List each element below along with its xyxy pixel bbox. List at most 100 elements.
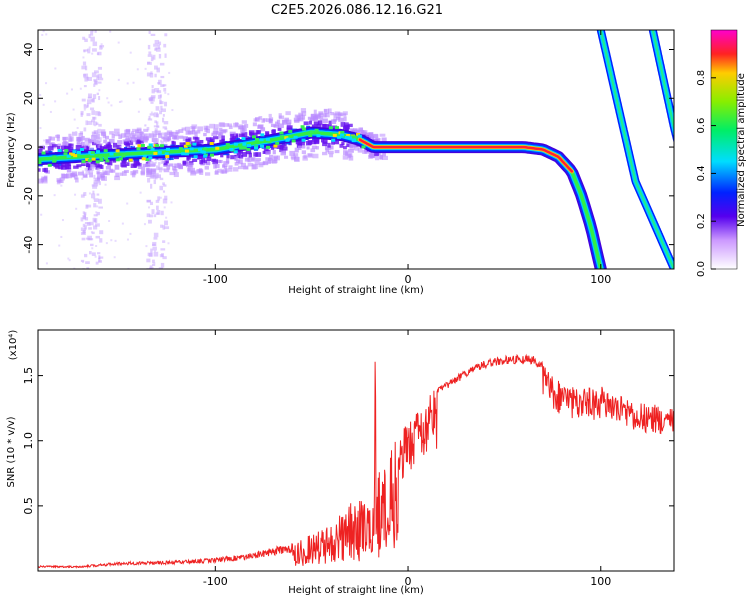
spectrogram-noise-cell xyxy=(301,142,305,146)
spectrogram-noise-cell xyxy=(273,124,280,128)
spectrogram-noise-column-cell xyxy=(151,209,155,215)
spectrogram-noise-cell xyxy=(124,133,131,137)
spectrogram-noise-cell xyxy=(82,56,85,59)
spectrogram-blob xyxy=(352,135,357,139)
spectrogram-noise-column-cell xyxy=(81,237,86,241)
spectrogram-noise-cell xyxy=(323,139,328,144)
spectrogram-noise-cell xyxy=(238,159,243,165)
spectrogram-noise-cell xyxy=(330,145,334,150)
spectrogram-noise-cell xyxy=(109,131,114,135)
spectrogram-noise-cell xyxy=(102,171,108,175)
spectrogram-noise-column-cell xyxy=(153,251,159,257)
spectrogram-noise-cell xyxy=(381,155,388,161)
spectrogram-blob xyxy=(71,152,76,156)
spectrogram-noise-cell xyxy=(205,161,211,165)
spectrogram-noise-cell xyxy=(56,137,60,142)
spectrogram-noise-column-cell xyxy=(147,133,151,139)
spectrogram-noise-cell xyxy=(54,100,57,103)
spectrogram-noise-cell xyxy=(74,193,77,196)
spectrogram-noise-column-cell xyxy=(158,168,163,173)
spectrogram-noise-cell xyxy=(297,145,302,151)
spectrogram-noise-cell xyxy=(81,177,84,180)
spectrogram-noise-cell xyxy=(276,145,282,149)
spectrogram-noise-cell xyxy=(165,141,168,144)
spectrogram-noise-cell xyxy=(51,144,58,148)
spectrogram-noise-cell xyxy=(60,235,63,238)
spectrogram-noise-cell xyxy=(173,172,179,178)
colorbar: 0.0 0.2 0.4 0.6 0.8 Normalized spectral ampl… xyxy=(696,29,747,277)
spectrogram-noise-cell xyxy=(327,142,331,148)
spectrogram-noise-cell xyxy=(279,148,284,153)
spectrogram-blob xyxy=(183,144,188,148)
spectrogram-blob xyxy=(166,147,171,151)
spectrogram-noise-column-cell xyxy=(148,115,151,120)
spectrogram-noise-cell xyxy=(133,163,138,168)
spectrogram-x-ticks: -100 0 100 xyxy=(203,30,611,286)
spectrogram-noise-cell xyxy=(150,111,153,114)
spectrogram-blob xyxy=(200,150,205,154)
spectrogram-blob xyxy=(128,158,133,162)
spectrogram-noise-cell xyxy=(275,121,279,126)
spectrogram-blob xyxy=(184,149,189,153)
spectrogram-noise-column-cell xyxy=(91,72,97,78)
spectrogram-noise-cell xyxy=(121,159,127,163)
spectrogram-noise-cell xyxy=(60,145,66,151)
spectrogram-noise-cell xyxy=(198,168,203,173)
spectrogram-noise-cell xyxy=(156,124,159,127)
spectrogram-blob xyxy=(115,158,120,162)
spectrogram-noise-cell xyxy=(276,119,281,125)
spectrogram-noise-column-cell xyxy=(93,214,98,217)
spectrogram-noise-cell xyxy=(131,137,136,143)
snr-y-tick-label: 1.5 xyxy=(22,367,35,385)
spectrogram-noise-cell xyxy=(79,87,82,90)
spectrogram-noise-cell xyxy=(63,141,68,146)
spectrogram-noise-cell xyxy=(293,117,300,122)
spectrogram-noise-column-cell xyxy=(84,38,88,43)
spectrogram-noise-cell xyxy=(105,135,110,140)
spectrogram-noise-cell xyxy=(84,137,90,142)
spectrogram-noise-cell xyxy=(248,152,253,158)
spectrogram-noise-cell xyxy=(103,139,107,144)
spectrogram-noise-cell xyxy=(349,128,355,132)
spectrogram-noise-cell xyxy=(277,127,282,131)
spectrogram-noise-cell xyxy=(346,143,351,148)
spectrogram-noise-cell xyxy=(159,196,162,199)
spectrogram-noise-cell xyxy=(237,125,244,130)
colorbar-tick-label: 0.8 xyxy=(696,70,707,86)
spectrogram-noise-cell xyxy=(301,111,307,116)
spectrogram-noise-column-cell xyxy=(150,71,153,75)
spectrogram-noise-cell xyxy=(196,141,201,145)
spectrogram-blob xyxy=(308,133,313,137)
spectrogram-x-label: Height of straight line (km) xyxy=(288,285,424,296)
spectrogram-noise-cell xyxy=(76,164,82,168)
spectrogram-noise-cell xyxy=(117,41,120,44)
spectrogram-noise-cell xyxy=(43,139,46,142)
spectrogram-blob xyxy=(314,128,319,132)
spectrogram-noise-column-cell xyxy=(80,194,85,198)
spectrogram-noise-cell xyxy=(241,120,247,124)
spectrogram-noise-column-cell xyxy=(83,105,87,109)
spectrogram-noise-cell xyxy=(238,154,244,159)
spectrogram-noise-cell xyxy=(313,121,320,126)
spectrogram-noise-cell xyxy=(203,159,207,164)
spectrogram-noise-cell xyxy=(67,162,71,167)
spectrogram-noise-column-cell xyxy=(153,232,159,238)
snr-y-ticks: 0.5 1.0 1.5 xyxy=(22,367,674,515)
spectrogram-noise-cell xyxy=(293,153,299,157)
spectrogram-noise-cell xyxy=(108,138,115,144)
spectrogram-blob xyxy=(229,147,234,151)
spectrogram-noise-column-cell xyxy=(90,163,95,169)
spectrogram-noise-column-cell xyxy=(86,204,92,208)
spectrogram-y-tick-label: 40 xyxy=(22,43,35,57)
spectrogram-noise-cell xyxy=(308,120,312,125)
spectrogram-noise-column-cell xyxy=(92,94,97,100)
spectrogram-noise-cell xyxy=(351,129,357,134)
spectrogram-noise-column-cell xyxy=(158,54,162,59)
spectrogram-blob xyxy=(66,154,71,158)
spectrogram-noise-cell xyxy=(119,172,123,176)
spectrogram-noise-cell xyxy=(244,157,250,162)
spectrogram-noise-column-cell xyxy=(160,140,163,143)
spectrogram-noise-cell xyxy=(194,130,201,134)
spectrogram-noise-cell xyxy=(68,133,72,139)
spectrogram-noise-column-cell xyxy=(155,199,160,203)
